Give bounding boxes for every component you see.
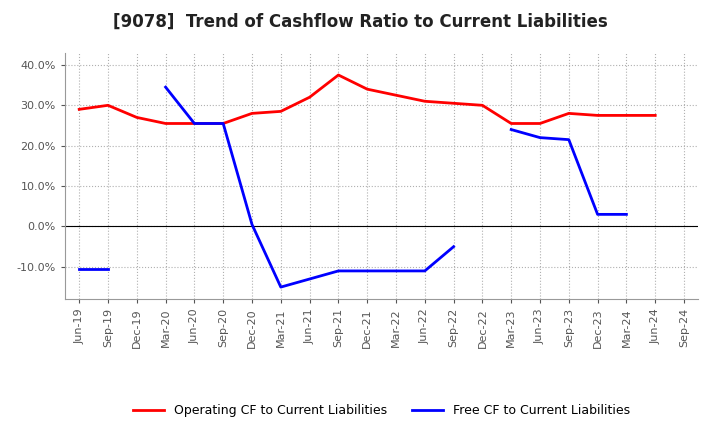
Operating CF to Current Liabilities bbox=[305, 95, 314, 100]
Operating CF to Current Liabilities bbox=[593, 113, 602, 118]
Operating CF to Current Liabilities bbox=[449, 101, 458, 106]
Legend: Operating CF to Current Liabilities, Free CF to Current Liabilities: Operating CF to Current Liabilities, Fre… bbox=[127, 399, 636, 422]
Free CF to Current Liabilities bbox=[75, 266, 84, 271]
Operating CF to Current Liabilities bbox=[132, 115, 141, 120]
Operating CF to Current Liabilities bbox=[478, 103, 487, 108]
Operating CF to Current Liabilities bbox=[161, 121, 170, 126]
Operating CF to Current Liabilities bbox=[651, 113, 660, 118]
Operating CF to Current Liabilities bbox=[276, 109, 285, 114]
Operating CF to Current Liabilities bbox=[392, 92, 400, 98]
Line: Operating CF to Current Liabilities: Operating CF to Current Liabilities bbox=[79, 75, 655, 124]
Operating CF to Current Liabilities bbox=[420, 99, 429, 104]
Free CF to Current Liabilities bbox=[104, 266, 112, 271]
Operating CF to Current Liabilities bbox=[334, 72, 343, 77]
Text: [9078]  Trend of Cashflow Ratio to Current Liabilities: [9078] Trend of Cashflow Ratio to Curren… bbox=[112, 13, 608, 31]
Operating CF to Current Liabilities bbox=[75, 107, 84, 112]
Operating CF to Current Liabilities bbox=[507, 121, 516, 126]
Operating CF to Current Liabilities bbox=[363, 87, 372, 92]
Operating CF to Current Liabilities bbox=[622, 113, 631, 118]
Operating CF to Current Liabilities bbox=[104, 103, 112, 108]
Operating CF to Current Liabilities bbox=[536, 121, 544, 126]
Operating CF to Current Liabilities bbox=[564, 111, 573, 116]
Operating CF to Current Liabilities bbox=[248, 111, 256, 116]
Operating CF to Current Liabilities bbox=[190, 121, 199, 126]
Operating CF to Current Liabilities bbox=[219, 121, 228, 126]
